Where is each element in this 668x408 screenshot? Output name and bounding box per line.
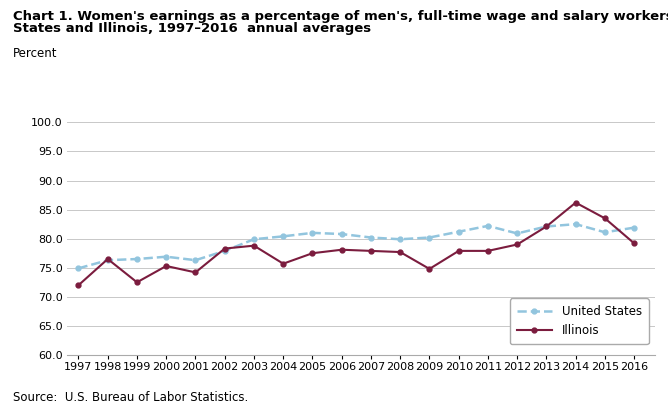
United States	[484, 224, 492, 228]
Illinois	[192, 270, 200, 275]
Illinois	[279, 261, 287, 266]
Illinois	[367, 248, 375, 253]
Illinois	[104, 257, 112, 262]
United States	[309, 231, 317, 235]
Line: United States: United States	[76, 222, 637, 271]
Illinois	[513, 242, 521, 247]
Illinois	[455, 248, 463, 253]
Text: Chart 1. Women's earnings as a percentage of men's, full-time wage and salary wo: Chart 1. Women's earnings as a percentag…	[13, 10, 668, 23]
United States	[630, 225, 638, 230]
Illinois	[542, 224, 550, 229]
Line: Illinois: Illinois	[76, 200, 637, 288]
Illinois	[75, 283, 83, 288]
Illinois	[250, 243, 258, 248]
United States	[338, 232, 346, 237]
United States	[192, 258, 200, 263]
Illinois	[601, 216, 609, 221]
United States	[513, 231, 521, 236]
United States	[220, 248, 228, 253]
United States	[279, 234, 287, 239]
Illinois	[484, 248, 492, 253]
United States	[542, 224, 550, 229]
United States	[250, 237, 258, 242]
United States	[133, 257, 141, 262]
Illinois	[220, 246, 228, 251]
United States	[75, 266, 83, 271]
Legend: United States, Illinois: United States, Illinois	[510, 298, 649, 344]
United States	[426, 235, 434, 240]
United States	[601, 230, 609, 235]
United States	[455, 229, 463, 234]
United States	[367, 235, 375, 240]
Illinois	[572, 200, 580, 205]
United States	[572, 222, 580, 226]
Illinois	[396, 250, 404, 255]
Text: Source:  U.S. Bureau of Labor Statistics.: Source: U.S. Bureau of Labor Statistics.	[13, 391, 248, 404]
United States	[104, 258, 112, 263]
Illinois	[338, 247, 346, 252]
Illinois	[630, 241, 638, 246]
Illinois	[309, 251, 317, 256]
United States	[396, 237, 404, 242]
Illinois	[162, 264, 170, 268]
Illinois	[133, 280, 141, 285]
Text: States and Illinois, 1997–2016  annual averages: States and Illinois, 1997–2016 annual av…	[13, 22, 371, 35]
United States	[162, 254, 170, 259]
Text: Percent: Percent	[13, 47, 58, 60]
Illinois	[426, 266, 434, 271]
